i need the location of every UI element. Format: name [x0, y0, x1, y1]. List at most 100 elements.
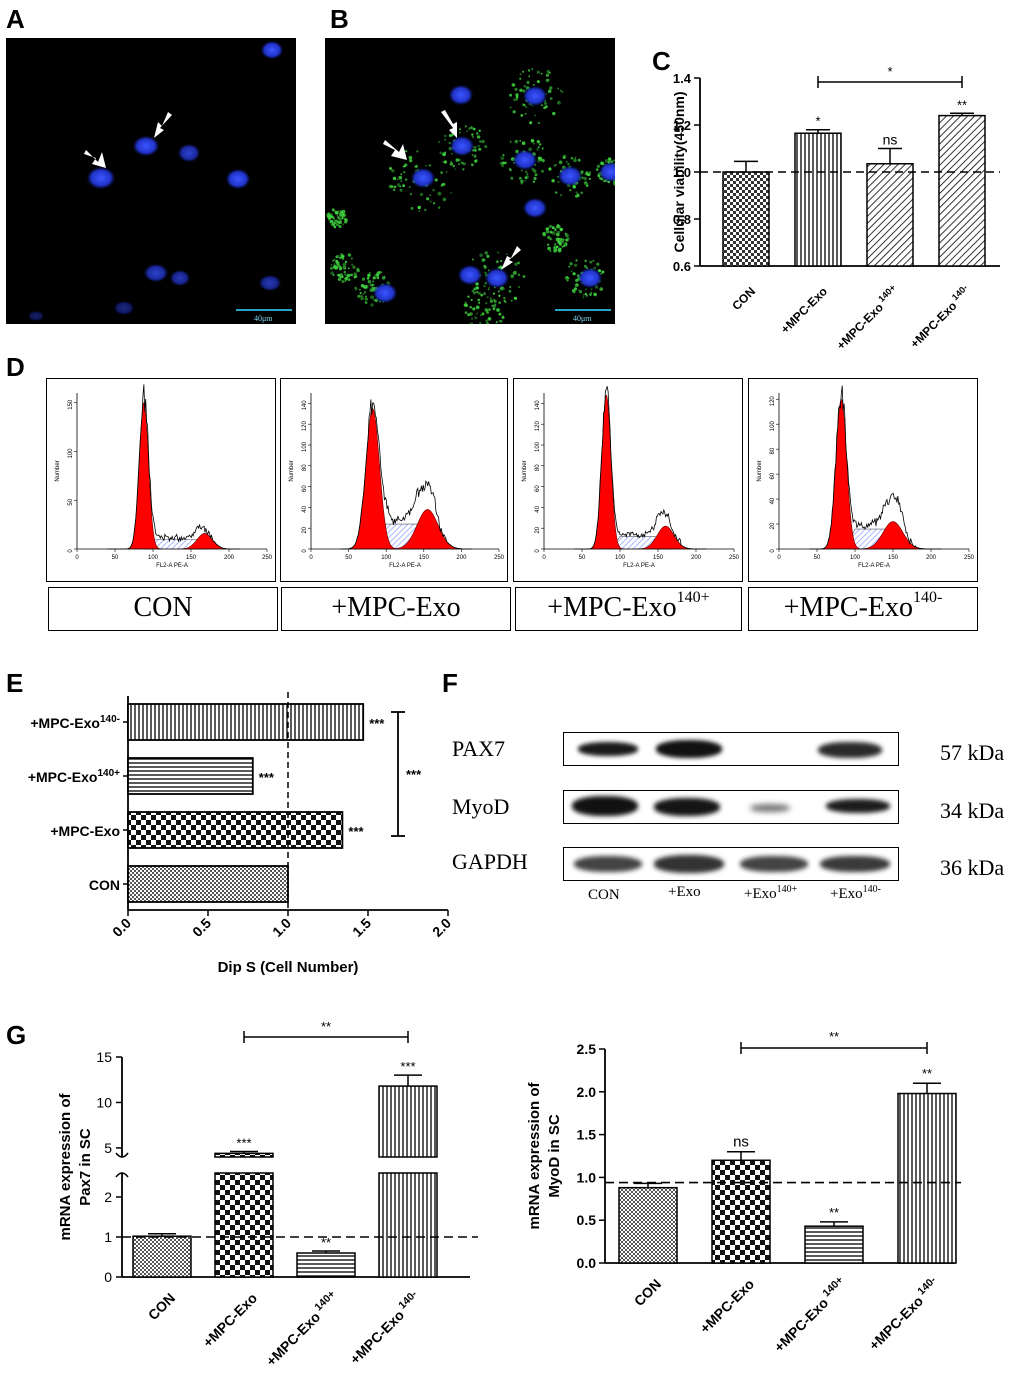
exosome-dot	[583, 181, 588, 185]
x-tick-label: 50	[579, 555, 586, 561]
x-tick-label: +MPC-Exo 140+	[261, 1288, 342, 1369]
exosome-dot	[526, 80, 530, 85]
exosome-dot	[581, 176, 584, 179]
exosome-dot	[557, 87, 560, 90]
exosome-dot	[400, 180, 403, 182]
exosome-dot	[350, 274, 353, 276]
y-tick-label: 20	[535, 526, 541, 533]
exosome-dot	[563, 242, 568, 247]
exosome-dot	[555, 245, 559, 249]
bracket-label: ***	[406, 767, 422, 782]
exosome-dot	[495, 260, 499, 264]
histogram-outline	[809, 385, 942, 550]
arrow-icon	[501, 246, 521, 270]
exosome-dot	[555, 191, 558, 194]
exosome-dot	[556, 224, 560, 227]
exosome-dot	[572, 272, 576, 276]
y-tick-label: 100	[535, 441, 541, 452]
exosome-dot	[575, 191, 578, 194]
x-tick-label: 0	[309, 555, 313, 561]
exosome-dot	[466, 130, 468, 133]
exosome-dot	[450, 160, 453, 163]
y-tick-label: 0	[104, 1269, 112, 1285]
flow-panel-con: 0 50 100 150 0 50 100 150 200 250 FL2-A PE-A Number	[46, 378, 276, 582]
x-tick-label: 100	[850, 555, 861, 561]
exosome-dot	[541, 147, 544, 150]
blot-label-gapdh: GAPDH	[452, 849, 528, 874]
exosome-dot	[476, 132, 479, 135]
exosome-dot	[328, 217, 331, 221]
y-tick-label: 5	[104, 1140, 112, 1156]
exosome-dot	[575, 283, 579, 287]
bracket-label: *	[887, 64, 892, 79]
exosome-dot	[543, 101, 548, 106]
kda-myod: 34 kDa	[940, 798, 1005, 823]
exosome-dot	[360, 298, 363, 301]
exosome-dot	[380, 271, 382, 273]
exosome-dot	[492, 307, 496, 311]
exosome-dot	[557, 181, 560, 183]
exosome-dot	[552, 111, 556, 116]
exosome-dot	[452, 164, 455, 168]
x-tick-label: 50	[814, 555, 821, 561]
exosome-dot	[483, 284, 486, 288]
exosome-dot	[518, 176, 522, 180]
y-tick-label: CON	[89, 877, 120, 893]
y-tick-label: 1	[104, 1229, 112, 1245]
y-tick-label: 140	[302, 400, 308, 411]
exosome-dot	[493, 299, 497, 303]
bar	[296, 1252, 356, 1278]
exosome-dot	[425, 164, 428, 167]
exosome-dot	[528, 75, 531, 78]
nucleus	[144, 264, 168, 282]
exosome-dot	[345, 220, 348, 222]
exosome-dot	[337, 217, 340, 220]
exosome-dot	[448, 141, 451, 145]
x-axis-label: FL2-A PE-A	[623, 563, 655, 569]
y-tick-label: 60	[770, 472, 776, 479]
exosome-dot	[339, 215, 342, 218]
y-tick-label: 0.0	[577, 1255, 597, 1271]
exosome-dot	[577, 158, 581, 162]
chart-c: 0.6 0.8 1.0 1.2 1.4 Cellular viability(450nm)…	[671, 64, 1000, 352]
exosome-dot	[601, 270, 605, 274]
x-tick-label: 200	[224, 555, 235, 561]
blot-band	[818, 742, 882, 758]
x-axis-label: FL2-A PE-A	[389, 563, 421, 569]
nucleus	[133, 136, 159, 156]
exosome-dot	[519, 88, 523, 92]
nucleus	[578, 268, 602, 288]
exosome-dot	[560, 194, 563, 197]
exosome-dot	[537, 146, 540, 149]
y-tick-label: 10	[96, 1094, 112, 1110]
exosome-dot	[585, 183, 589, 187]
significance-label: ***	[348, 824, 364, 839]
exosome-dot	[469, 322, 474, 324]
nucleus	[513, 150, 537, 170]
nucleus	[178, 144, 200, 162]
exosome-dot	[485, 322, 490, 324]
x-tick-label: 100	[615, 555, 626, 561]
exosome-dot	[338, 267, 342, 271]
significance-label: **	[957, 97, 967, 112]
exosome-dot	[402, 165, 405, 168]
blot-band	[574, 856, 642, 872]
exosome-dot	[585, 294, 588, 297]
exosome-dot	[459, 128, 462, 131]
significance-label: ***	[400, 1059, 415, 1074]
exosome-dot	[573, 287, 577, 291]
exosome-dot	[590, 288, 593, 291]
blot-row-pax7	[563, 732, 899, 766]
x-tick-label: 150	[653, 555, 664, 561]
exosome-dot	[583, 264, 587, 268]
exosome-dot	[501, 164, 505, 168]
exosome-dot	[405, 150, 408, 153]
exosome-dot	[540, 157, 542, 159]
y-tick-label: 2.5	[577, 1041, 597, 1057]
exosome-dot	[338, 220, 342, 225]
panel-label-a: A	[6, 4, 25, 34]
x-tick-label: 100	[148, 555, 159, 561]
y-tick-label: 120	[535, 421, 541, 432]
exosome-dot	[339, 276, 342, 278]
exosome-dot	[517, 261, 520, 265]
